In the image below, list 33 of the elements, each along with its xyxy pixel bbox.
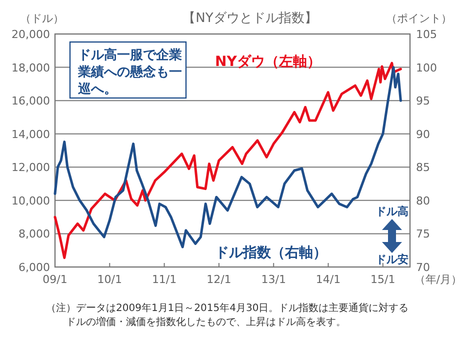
y-tick-label: 14,000 [12,128,50,141]
y-tick-label: 10,000 [12,194,50,208]
y-tick-label: 12,000 [12,161,50,174]
x-tick-label: 15/1 [370,273,396,286]
text: （注）データは2009年1月1日～2015年4月30日。ドル指数は主要通貨に対するドルの増価・減価を指数化したもので、上昇はドル高を表す。 [46,302,409,328]
x-tick-label: 12/1 [206,273,232,286]
x-tick-label: 14/1 [316,273,341,286]
y2-tick-label: 70 [416,261,430,274]
y-tick-label: 8,000 [18,228,50,241]
y2-tick-label: 105 [416,28,437,41]
chart-title: 【NYダウとドル指数】 [182,11,318,26]
y-tick-label: 16,000 [12,94,50,108]
series-label: ドル指数（右軸） [215,245,327,261]
y2-tick-label: 85 [416,161,430,174]
y2-tick-label: 80 [416,194,430,208]
x-tick-label: 10/1 [97,273,122,286]
y-tick-label: 6,000 [18,261,50,274]
annotation: ドル高一服で企業業績への懸念も一巡へ。 [77,47,182,97]
y2-axis-title: （ポイント） [386,12,452,25]
y2-tick-label: 90 [416,128,430,141]
series-label: NYダウ（左軸） [215,54,321,70]
x-tick-label: 11/1 [152,273,177,286]
annotation: ドル高 [376,205,408,218]
y2-tick-label: 95 [416,94,430,108]
x-tick-label: 09/1 [42,273,68,286]
y-axis-title: （ドル） [20,12,64,25]
x-tick-label: 13/1 [261,273,286,286]
y-tick-label: 20,000 [12,28,50,41]
y2-tick-label: 100 [416,61,437,74]
x-axis-title: （年/月） [414,273,462,286]
y-tick-label: 18,000 [12,61,50,74]
y2-tick-label: 75 [416,228,430,241]
annotation: ドル安 [376,253,408,266]
